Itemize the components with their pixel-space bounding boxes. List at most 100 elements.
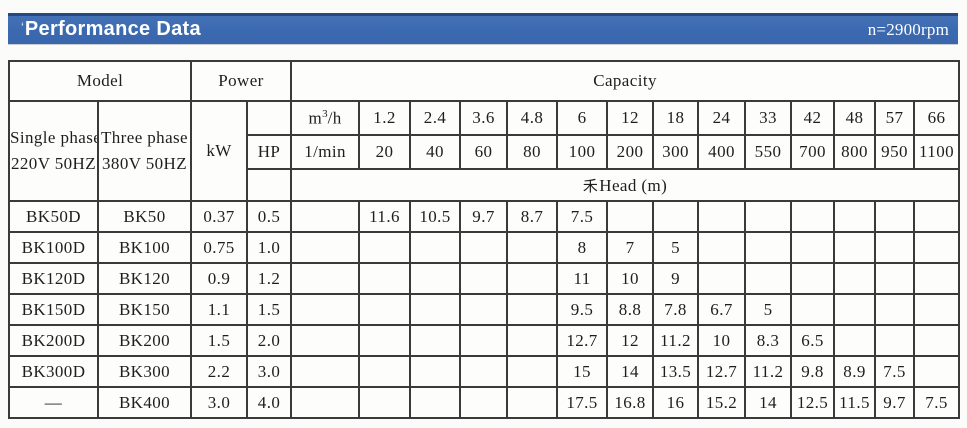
hp-cell: 1.0 [246,231,293,264]
head-value-cell: 9.7 [459,200,509,233]
model-three-cell: BK50 [96,200,193,233]
head-value-cell: 11.2 [652,324,700,357]
head-value-cell [913,262,961,295]
head-value-cell [358,231,412,264]
head-value-cell [506,386,559,419]
header-row-m3h: Single phase 220V 50HZ Three phase 380V … [8,100,961,202]
hp-cell: 1.5 [246,293,293,326]
head-value-cell: 11.2 [744,355,793,388]
m3h-value-cell: 24 [697,100,747,136]
kw-cell: 1.1 [190,293,249,326]
head-value-cell [409,262,462,295]
three-phase-header: Three phase 380V 50HZ [96,100,193,202]
head-value-cell [506,231,559,264]
rpm-label: n=2900rpm [867,20,949,39]
m3h-value-cell: 48 [833,100,877,136]
head-value-cell: 8.8 [606,293,655,326]
head-value-cell [409,324,462,357]
lmin-value-cell: 800 [833,134,877,170]
head-value-cell: 12.7 [556,324,609,357]
three-phase-line2: 380V 50HZ [102,154,187,173]
model-three-cell: BK100 [96,231,193,264]
head-value-cell [459,324,509,357]
model-single-cell: BK120D [8,262,99,295]
model-three-cell: BK120 [96,262,193,295]
head-value-cell [358,324,412,357]
m3h-value-cell: 57 [874,100,916,136]
model-single-cell: BK50D [8,200,99,233]
head-value-cell [358,355,412,388]
head-value-cell [913,324,961,357]
head-value-cell: 7.8 [652,293,700,326]
lmin-value-cell: 80 [506,134,559,170]
m3h-value-cell: 2.4 [409,100,462,136]
model-single-cell: BK300D [8,355,99,388]
model-three-cell: BK300 [96,355,193,388]
lmin-value-cell: 100 [556,134,609,170]
model-single-cell: BK150D [8,293,99,326]
head-value-cell [874,324,916,357]
hp-cell: 2.0 [246,324,293,357]
unit-spacer-cell [290,200,361,233]
m3h-value-cell: 33 [744,100,793,136]
m3h-rest: /h [327,108,342,128]
head-value-cell: 11.6 [358,200,412,233]
head-value-cell: 11 [556,262,609,295]
model-single-cell: BK100D [8,231,99,264]
title-bar: ʻ Performance Data n=2900rpm [8,13,958,44]
flow-unit-m3h: m3/h [290,100,361,136]
lmin-value-cell: 1100 [913,134,961,170]
head-value-cell: 6.5 [790,324,836,357]
m3h-value-cell: 3.6 [459,100,509,136]
lmin-value-cell: 60 [459,134,509,170]
head-value-cell [833,262,877,295]
hp-spacer-bottom [246,168,293,202]
head-value-cell: 7.5 [874,355,916,388]
single-phase-line2: 220V 50HZ [11,154,96,173]
head-unit-label: Head (m) [599,175,668,195]
single-phase-line1: Single phase [10,127,98,147]
table-row: — BK400 3.0 4.0 17.5 16.8 16 15.2 14 12.… [8,386,961,419]
power-header: Power [190,60,293,102]
table-row: BK100D BK100 0.75 1.0 8 7 5 [8,231,961,264]
head-value-cell: 12.7 [697,355,747,388]
m3h-value-cell: 6 [556,100,609,136]
head-value-cell: 8 [556,231,609,264]
head-value-cell: 15 [556,355,609,388]
lmin-value-cell: 400 [697,134,747,170]
head-value-cell [697,262,747,295]
head-value-cell: 9.5 [556,293,609,326]
kw-cell: 0.75 [190,231,249,264]
head-value-cell [358,386,412,419]
m3h-sup: 3 [322,107,328,120]
head-value-cell [409,386,462,419]
m3h-value-cell: 1.2 [358,100,412,136]
lmin-value-cell: 20 [358,134,412,170]
head-value-cell [459,386,509,419]
performance-table: Model Power Capacity Single phase 220V 5… [7,60,961,419]
head-value-cell [874,231,916,264]
single-phase-header: Single phase 220V 50HZ [8,100,99,202]
header-row-lmin: HP 1/min 20 40 60 80 100 200 300 400 550… [9,134,961,170]
head-value-cell [913,231,961,264]
head-value-cell: 15.2 [697,386,747,419]
header-row-head: 禾Head (m) [9,168,961,202]
head-unit-cell: 禾Head (m) [290,168,961,202]
model-single-cell: BK200D [8,324,99,357]
hp-cell: 1.2 [246,262,293,295]
model-single-cell: — [8,386,99,419]
head-prefix-glyph: 禾 [582,178,599,195]
model-header: Model [7,60,193,102]
m3h-value-cell: 42 [790,100,836,136]
head-value-cell [506,324,559,357]
head-value-cell [697,231,747,264]
head-value-cell [506,355,559,388]
head-value-cell [652,200,700,233]
head-value-cell [506,262,559,295]
head-value-cell: 10.5 [409,200,462,233]
m3h-value-cell: 18 [652,100,700,136]
kw-cell: 2.2 [190,355,249,388]
lmin-value-cell: 700 [790,134,836,170]
head-value-cell: 5 [744,293,793,326]
header-row-groups: Model Power Capacity [7,60,961,102]
